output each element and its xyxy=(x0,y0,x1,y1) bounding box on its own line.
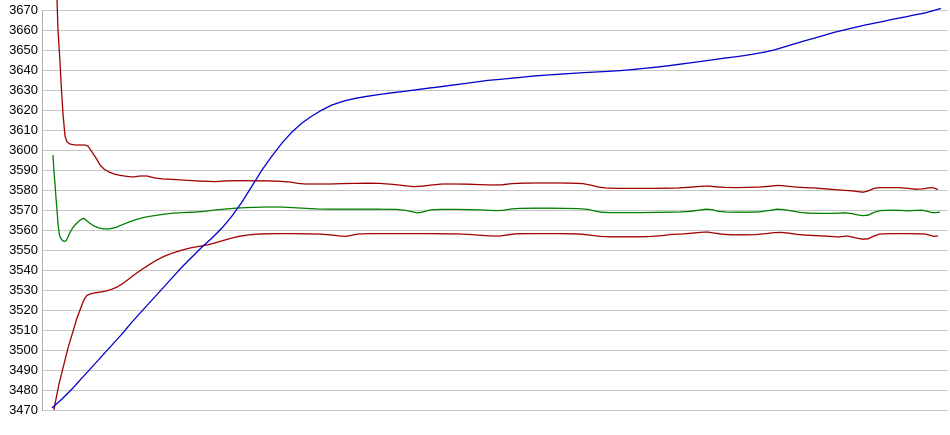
y-tick-label: 3480 xyxy=(9,382,38,397)
gridlines xyxy=(42,10,948,411)
y-tick-label: 3640 xyxy=(9,62,38,77)
y-tick-label: 3660 xyxy=(9,22,38,37)
y-tick-label: 3570 xyxy=(9,202,38,217)
y-tick-label: 3650 xyxy=(9,42,38,57)
y-tick-label: 3490 xyxy=(9,362,38,377)
red-upper-descending-line xyxy=(56,0,939,193)
green-middle-line xyxy=(52,154,941,243)
y-tick-label: 3600 xyxy=(9,142,38,157)
blue-rising-line xyxy=(51,7,942,409)
y-axis-labels: 3670 3660 3650 3640 3630 3620 3610 3600 3590 3580… xyxy=(0,0,38,435)
y-tick-label: 3470 xyxy=(9,402,38,417)
y-tick-label: 3500 xyxy=(9,342,38,357)
series-lines xyxy=(51,0,942,411)
y-tick-label: 3590 xyxy=(9,162,38,177)
y-tick-label: 3530 xyxy=(9,282,38,297)
y-tick-label: 3560 xyxy=(9,222,38,237)
y-tick-label: 3550 xyxy=(9,242,38,257)
y-tick-label: 3540 xyxy=(9,262,38,277)
y-tick-label: 3510 xyxy=(9,322,38,337)
y-tick-label: 3610 xyxy=(9,122,38,137)
y-tick-label: 3580 xyxy=(9,182,38,197)
y-tick-label: 3620 xyxy=(9,102,38,117)
y-tick-label: 3520 xyxy=(9,302,38,317)
y-tick-label: 3630 xyxy=(9,82,38,97)
y-tick-label: 3670 xyxy=(9,2,38,17)
red-lower-ascending-line xyxy=(53,231,939,411)
